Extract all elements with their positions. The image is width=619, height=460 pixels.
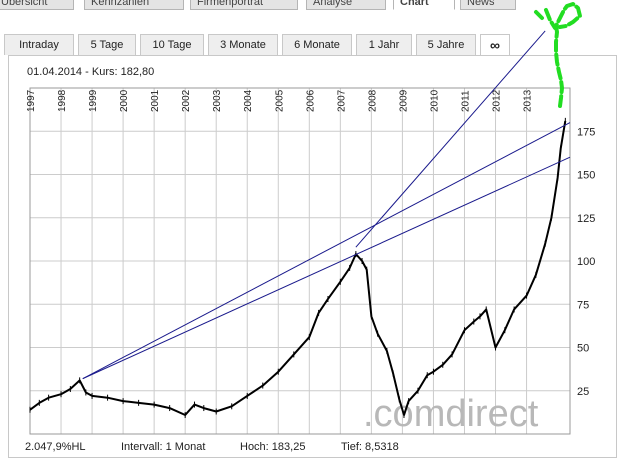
tab-3-monate[interactable]: 3 Monate: [208, 34, 278, 55]
tab-chart[interactable]: Chart: [393, 0, 455, 10]
tab-kennzahlen[interactable]: Kennzahlen: [84, 0, 184, 10]
x-tick-label: 2011: [460, 90, 471, 112]
quote-separator: -: [85, 66, 89, 78]
x-tick-label: 2006: [305, 89, 316, 112]
x-tick-label: 2009: [398, 89, 409, 112]
x-tick-label: 2004: [243, 89, 254, 112]
x-tick-label: 1997: [26, 89, 37, 112]
tab-1-jahr[interactable]: 1 Jahr: [356, 34, 412, 55]
price-series: [29, 117, 567, 418]
comdirect-watermark: .comdirect: [363, 393, 539, 435]
x-tick-label: 2010: [429, 89, 440, 112]
x-tick-label: 2013: [523, 89, 534, 112]
x-tick-label: 2007: [336, 89, 347, 112]
x-tick-label: 2008: [367, 89, 378, 112]
x-tick-label: 2012: [492, 89, 503, 112]
hoch-label: Hoch: 183,25: [240, 441, 306, 453]
x-tick-label: 2001: [150, 89, 161, 112]
quote-kurs-value: 182,80: [120, 66, 155, 78]
trendline: [355, 30, 546, 248]
trendlines: [82, 30, 571, 380]
tab-10-tage[interactable]: 10 Tage: [140, 34, 204, 55]
x-tick-label: 1998: [57, 89, 68, 112]
chart-panel: [8, 55, 617, 458]
x-axis-ticks: 1997 1998 1999 2000 2001 2002 2003 2004 2005 2006…: [26, 89, 534, 112]
tab-intraday[interactable]: Intraday: [4, 34, 74, 55]
price-line: [29, 120, 567, 416]
x-tick-label: 2003: [212, 89, 223, 112]
y-tick-label: 150: [577, 170, 595, 182]
tab-uebersicht[interactable]: Übersicht: [0, 0, 74, 10]
x-tick-label: 2000: [119, 89, 130, 112]
plot-border: [29, 87, 571, 435]
grid: [29, 87, 571, 435]
tab-analyse[interactable]: Analyse: [306, 0, 386, 10]
x-tick-label: 1999: [88, 89, 99, 112]
quote-header: 01.04.2014 - Kurs: 182,80: [27, 66, 154, 78]
y-tick-label: 50: [577, 343, 589, 355]
intervall-label: Intervall: 1 Monat: [121, 441, 206, 453]
trendline: [82, 156, 571, 380]
x-tick-label: 2005: [274, 89, 285, 112]
y-tick-label: 100: [577, 256, 595, 268]
tab-max[interactable]: ∞: [480, 34, 510, 55]
y-tick-label: 125: [577, 213, 595, 225]
tab-news[interactable]: News: [460, 0, 516, 10]
performance-label: 2.047,9%HL: [25, 441, 86, 453]
tab-firmenportraet[interactable]: Firmenporträt: [190, 0, 298, 10]
tab-6-monate[interactable]: 6 Monate: [282, 34, 352, 55]
trendline: [82, 122, 571, 380]
tab-5-tage[interactable]: 5 Tage: [78, 34, 136, 55]
quote-date: 01.04.2014: [27, 66, 83, 78]
tab-5-jahre[interactable]: 5 Jahre: [416, 34, 476, 55]
x-tick-label: 2002: [181, 89, 192, 112]
y-axis-ticks: 25 50 75 100 125 150 175: [577, 126, 595, 398]
range-tab-bar: Intraday 5 Tage 10 Tage 3 Monate 6 Monat…: [0, 32, 619, 56]
y-tick-label: 75: [577, 299, 589, 311]
tief-label: Tief: 8,5318: [341, 441, 399, 453]
quote-kurs-label: Kurs:: [91, 66, 118, 78]
green-annotation: [534, 2, 582, 108]
y-tick-label: 25: [577, 386, 589, 398]
y-tick-label: 175: [577, 126, 595, 138]
main-tab-bar: Übersicht Kennzahlen Firmenporträt Analy…: [0, 0, 619, 12]
